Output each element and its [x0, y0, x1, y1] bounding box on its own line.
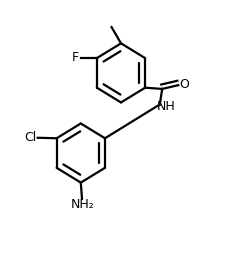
Text: F: F — [72, 51, 79, 64]
Text: NH₂: NH₂ — [71, 198, 94, 211]
Text: NH: NH — [157, 100, 176, 113]
Text: Cl: Cl — [24, 131, 37, 144]
Text: O: O — [179, 78, 189, 91]
